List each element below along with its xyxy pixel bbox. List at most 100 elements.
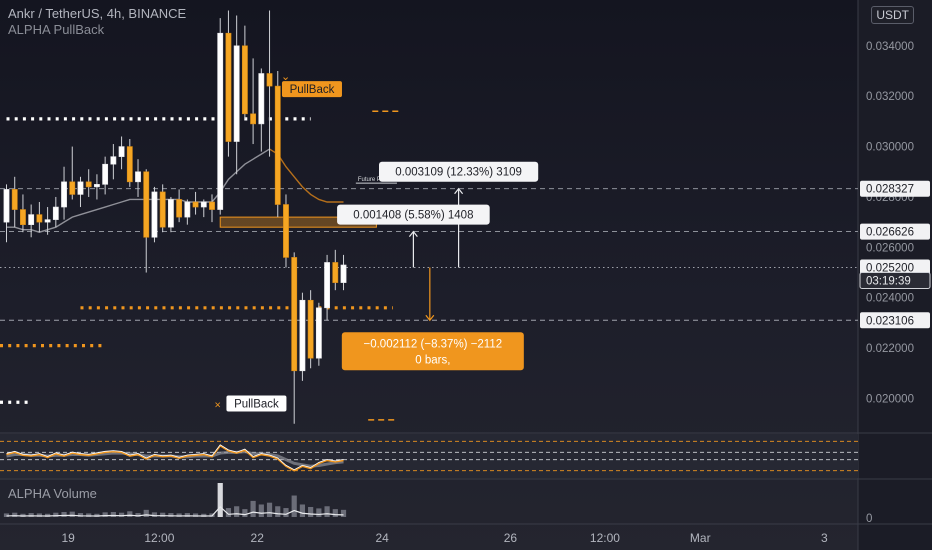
time-tick-label: 19 (61, 531, 75, 545)
price-tick-label: 0.032000 (866, 91, 914, 103)
measure-label-text: 0.003109 (12.33%) 3109 (395, 167, 522, 179)
price-tick-label: 0.034000 (866, 41, 914, 53)
volume-bar (86, 513, 92, 517)
time-tick-label: 3 (821, 531, 828, 545)
pullback-signal-label: PullBack (290, 84, 335, 96)
candle-body (340, 264, 347, 283)
symbol-title: Ankr / TetherUS, 4h, BINANCE (8, 6, 187, 21)
candle-body (233, 45, 240, 142)
time-tick-label: Mar (690, 531, 711, 545)
volume-bar (250, 500, 256, 517)
candle-body (332, 262, 339, 283)
volume-bar (308, 506, 314, 517)
volume-bar (316, 508, 322, 517)
volume-bar (94, 513, 100, 517)
measure-label-text: 0.001408 (5.58%) 1408 (353, 210, 473, 222)
candle-body (266, 73, 273, 87)
candle-body (250, 113, 256, 125)
measure-label-box (337, 204, 490, 225)
candle-body (151, 191, 158, 238)
price-axis-label-box (859, 271, 931, 289)
volume-bar (340, 509, 347, 517)
candle-body (241, 45, 248, 115)
price-axis-label: 0.026626 (866, 227, 914, 239)
measure-arrowhead (454, 187, 464, 195)
volume-bar (118, 512, 125, 517)
candle-body (135, 171, 141, 183)
price-axis-label: 0.023106 (866, 315, 914, 327)
candle-body (110, 156, 117, 165)
candle-body (85, 181, 92, 188)
candle-body (118, 146, 125, 157)
candle-body (217, 32, 224, 210)
moving-average-line (6, 148, 270, 233)
measure-label-subtext: 0 bars, (415, 354, 450, 366)
oscillator-line (6, 444, 344, 472)
volume-bar (258, 504, 264, 517)
volume-bar (53, 512, 59, 517)
volume-bar (12, 512, 18, 517)
volume-bar (69, 511, 75, 517)
time-tick-label: 22 (251, 531, 265, 545)
volume-bar (151, 512, 158, 517)
currency-badge[interactable]: USDT (871, 6, 914, 24)
volume-bar (192, 513, 199, 517)
volume-bar (176, 513, 182, 517)
candle-body (209, 201, 215, 210)
candle-body (52, 206, 59, 220)
candle-body (11, 189, 18, 210)
volume-bar (3, 513, 10, 517)
volume-bar (77, 513, 84, 517)
volume-panel-title: ALPHA Volume (8, 486, 97, 501)
volume-bar (160, 512, 166, 517)
pullback-signal-box (226, 395, 287, 412)
volume-bar (201, 513, 207, 517)
candle-body (283, 204, 289, 258)
signal-marker-icon: ⌄ (281, 71, 290, 83)
price-axis-label-box (860, 180, 930, 197)
time-tick-label: 12:00 (590, 531, 620, 545)
moving-average-line (269, 148, 344, 203)
volume-bar (143, 509, 149, 517)
candle-body (184, 201, 191, 218)
candle-body (274, 85, 281, 205)
price-axis-label: 0.025200 (866, 262, 914, 274)
measure-label-box (379, 161, 539, 182)
future-pivot-label: Future Pivot (358, 177, 391, 183)
volume-bar (332, 509, 338, 517)
price-tick-label: 0.026000 (866, 242, 914, 254)
candle-body (192, 201, 199, 208)
candle-body (102, 163, 109, 185)
volume-bar (127, 511, 133, 517)
indicator-title: ALPHA PullBack (8, 22, 105, 37)
volume-bar (234, 506, 240, 517)
volume-bar (291, 495, 297, 517)
volume-bar (110, 511, 116, 517)
candle-body (307, 299, 314, 359)
volume-average-line (6, 505, 344, 517)
volume-bar (135, 513, 141, 517)
time-tick-label: 24 (375, 531, 389, 545)
candle-body (200, 201, 207, 208)
candle-body (94, 184, 100, 188)
candle-body (61, 181, 67, 208)
price-axis-label: 03:19:39 (866, 275, 911, 287)
measure-arrowhead (425, 314, 435, 322)
candle-body (299, 299, 306, 372)
price-tick-label: 0.024000 (866, 293, 914, 305)
volume-bar (61, 511, 67, 517)
volume-bar (168, 513, 174, 517)
time-tick-label: 26 (504, 531, 518, 545)
pullback-signal-box (281, 81, 342, 98)
volume-bar (28, 513, 34, 517)
price-axis-label-box (860, 259, 930, 276)
candle-body (258, 73, 265, 125)
volume-bar (266, 502, 273, 517)
candle-body (69, 181, 76, 195)
candle-body (159, 191, 166, 228)
price-tick-label: 0.020000 (866, 394, 914, 406)
volume-bar (45, 513, 51, 517)
price-tick-label: 0.030000 (866, 142, 914, 154)
